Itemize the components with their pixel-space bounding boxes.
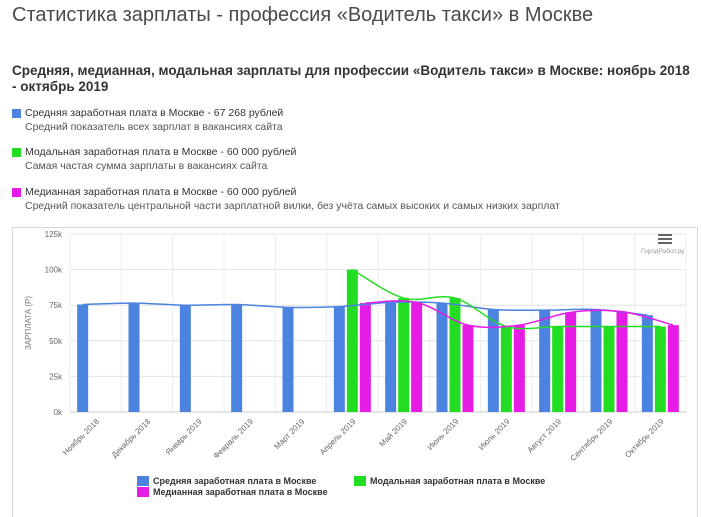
chart-legend-mode[interactable]: Модальная заработная плата в Москве	[354, 476, 545, 486]
chart-legend-label-mode: Модальная заработная плата в Москве	[370, 476, 546, 486]
x-tick-label: Сентябрь 2019	[569, 417, 615, 463]
bar	[552, 326, 564, 412]
bar	[398, 298, 410, 412]
bar	[667, 325, 679, 412]
y-tick-label: 75k	[49, 301, 63, 310]
x-tick-label: Февраль 2019	[212, 417, 256, 461]
x-tick-label: Август 2019	[526, 417, 564, 455]
bar	[77, 304, 89, 412]
legend-swatch-average	[12, 109, 21, 118]
x-tick-label: Ноябрь 2018	[61, 417, 102, 458]
bar	[333, 306, 345, 412]
legend-label-median: Медианная заработная плата в Москве - 60…	[25, 186, 297, 198]
watermark: ГородРабот.ру	[641, 248, 685, 255]
page-title: Статистика зарплаты - профессия «Водител…	[12, 4, 594, 26]
chart-legend-average[interactable]: Средняя заработная плата в Москве	[137, 476, 316, 486]
chart-legend-label-median: Медианная заработная плата в Москве	[153, 487, 328, 497]
bar	[128, 303, 140, 412]
bar	[603, 326, 615, 412]
legend-desc-average: Средний показатель всех зарплат в ваканс…	[25, 121, 283, 133]
y-tick-label: 0k	[54, 408, 63, 417]
x-tick-label: Май 2019	[377, 417, 409, 449]
x-tick-label: Апрель 2019	[318, 417, 358, 457]
bar	[462, 325, 474, 412]
y-axis-label: ЗАРПЛАТА (Р)	[24, 296, 33, 350]
x-tick-label: Июнь 2019	[426, 417, 461, 452]
bar	[565, 312, 577, 412]
y-tick-label: 50k	[49, 337, 63, 346]
bar	[449, 298, 461, 412]
bar	[513, 325, 525, 412]
x-tick-label: Октябрь 2019	[623, 417, 666, 460]
series-line	[365, 300, 674, 329]
bar	[590, 309, 602, 412]
bar	[616, 311, 628, 412]
bar	[411, 302, 423, 412]
legend-desc-median: Средний показатель центральной части зар…	[25, 200, 560, 212]
bar	[346, 269, 358, 412]
bar	[179, 305, 191, 412]
chart-legend-swatch-average	[137, 476, 149, 486]
series-line	[82, 301, 648, 316]
legend-swatch-mode	[12, 148, 21, 157]
legend-swatch-median	[12, 188, 21, 197]
x-tick-label: Март 2019	[272, 417, 306, 451]
legend-label-mode: Модальная заработная плата в Москве - 60…	[25, 146, 297, 158]
chart-legend-swatch-mode	[354, 476, 366, 486]
legend-label-average: Средняя заработная плата в Москве - 67 2…	[25, 107, 284, 119]
chart-menu-icon[interactable]	[658, 234, 672, 244]
bar	[539, 310, 551, 412]
bar	[385, 302, 397, 412]
x-tick-label: Июль 2019	[477, 417, 512, 452]
y-tick-label: 100k	[45, 266, 63, 275]
chart-legend-label-average: Средняя заработная плата в Москве	[153, 476, 317, 486]
bar	[654, 326, 666, 412]
bar	[641, 315, 653, 412]
y-tick-label: 25k	[49, 372, 63, 381]
bar	[359, 303, 371, 412]
bar	[231, 304, 243, 412]
y-tick-label: 125k	[45, 230, 63, 239]
chart-legend-swatch-median	[137, 487, 149, 497]
bar	[282, 307, 294, 412]
page-subtitle: Средняя, медианная, модальная зарплаты д…	[12, 63, 690, 94]
x-tick-label: Декабрь 2018	[110, 417, 153, 460]
chart-legend-median[interactable]: Медианная заработная плата в Москве	[137, 487, 328, 497]
x-tick-label: Январь 2019	[164, 417, 204, 457]
legend-desc-mode: Самая частая сумма зарплаты в вакансиях …	[25, 160, 268, 172]
bar	[500, 326, 512, 412]
bar	[487, 309, 499, 412]
bar	[436, 303, 448, 412]
